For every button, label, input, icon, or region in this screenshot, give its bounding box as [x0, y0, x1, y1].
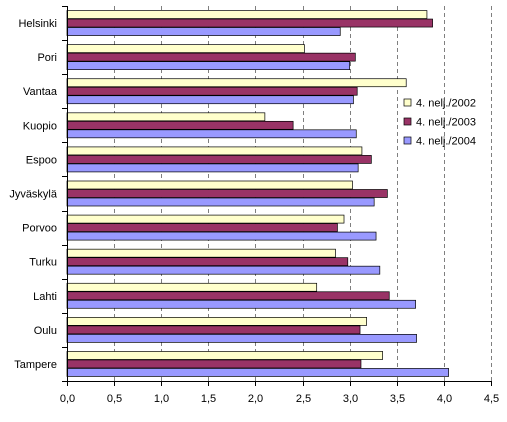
bar-pori-series-2: [66, 52, 356, 62]
bar-espoo-series-1: [66, 146, 363, 156]
bar-pori-series-3: [66, 61, 351, 70]
category-label: Oulu: [34, 325, 57, 337]
bar-porvoo-series-2: [66, 223, 338, 232]
x-tick-label: 0,5: [107, 393, 122, 405]
category-label: Pori: [37, 52, 57, 64]
bar-helsinki-series-1: [66, 10, 428, 19]
x-tick-label: 1,0: [154, 393, 169, 405]
bar-porvoo-series-3: [66, 231, 377, 241]
bar-kuopio-series-1: [66, 112, 266, 122]
bar-oulu-series-1: [66, 317, 367, 326]
category-label: Tampere: [14, 359, 57, 371]
x-tick-label: 4,5: [484, 393, 499, 405]
bar-oulu-series-3: [66, 334, 417, 343]
bar-turku-series-1: [66, 248, 336, 258]
legend-label: 4. nelj./2004: [416, 136, 476, 148]
bar-tampere-series-1: [66, 351, 383, 360]
legend-swatch: [403, 136, 412, 145]
x-tick-label: 3,5: [390, 393, 405, 405]
legend-label: 4. nelj./2003: [416, 117, 476, 129]
bar-helsinki-series-2: [66, 18, 433, 28]
legend-swatch: [403, 117, 412, 126]
category-label: Kuopio: [23, 120, 57, 132]
bar-tampere-series-2: [66, 359, 362, 369]
legend-label: 4. nelj./2002: [416, 98, 476, 110]
category-label: Porvoo: [22, 223, 57, 235]
category-label: Espoo: [26, 154, 57, 166]
bar-kuopio-series-2: [66, 120, 294, 130]
bar-jyväskylä-series-3: [66, 197, 375, 207]
axes: Helsinki Pori Vantaa Kuopio Espoo Jyväskylä Po…: [9, 6, 499, 405]
bar-pori-series-1: [66, 44, 305, 53]
bar-espoo-series-3: [66, 163, 359, 173]
category-label: Lahti: [33, 291, 57, 303]
x-tick-label: 2,5: [296, 393, 311, 405]
bar-jyväskylä-series-1: [66, 180, 353, 190]
bar-tampere-series-3: [66, 368, 449, 377]
bar-turku-series-3: [66, 265, 381, 275]
legend-swatch: [403, 98, 412, 107]
x-tick-label: 0,0: [60, 393, 75, 405]
bar-lahti-series-2: [66, 291, 390, 301]
bar-oulu-series-2: [66, 325, 361, 335]
x-tick-label: 2,0: [248, 393, 263, 405]
x-tick-label: 4,0: [437, 393, 452, 405]
bar-jyväskylä-series-2: [66, 189, 388, 198]
category-label: Jyväskylä: [9, 189, 58, 201]
x-tick-label: 3,0: [343, 393, 358, 405]
bar-lahti-series-3: [66, 299, 416, 309]
bar-vantaa-series-1: [66, 78, 407, 88]
bars: [66, 10, 449, 377]
bar-lahti-series-1: [66, 282, 318, 292]
x-tick-label: 1,5: [201, 393, 216, 405]
legend: 4. nelj./2002 4. nelj./2003 4. nelj./2004: [403, 98, 476, 148]
bar-helsinki-series-3: [66, 27, 341, 36]
bar-kuopio-series-3: [66, 129, 357, 139]
bar-espoo-series-2: [66, 155, 372, 164]
bar-turku-series-2: [66, 257, 349, 267]
category-label: Vantaa: [23, 86, 58, 98]
category-label: Helsinki: [18, 18, 57, 30]
bar-vantaa-series-3: [66, 95, 354, 105]
bar-vantaa-series-2: [66, 86, 358, 96]
category-label: Turku: [29, 257, 57, 269]
bar-porvoo-series-1: [66, 214, 345, 224]
